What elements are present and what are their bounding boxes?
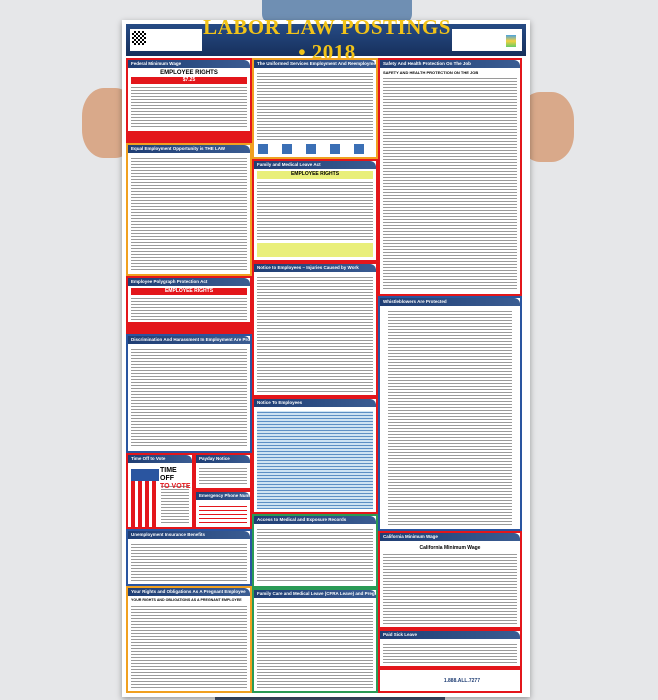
ballot-box-icon bbox=[131, 469, 159, 527]
headline: EMPLOYEE RIGHTS bbox=[160, 70, 218, 76]
panel-medical-records: Access to Medical and Exposure Records bbox=[252, 514, 378, 588]
panel-fmla: Family and Medical Leave Act EMPLOYEE RI… bbox=[252, 159, 378, 262]
panel-emergency: Emergency Phone Numbers bbox=[194, 490, 252, 529]
panel-title: Federal Minimum Wage bbox=[128, 60, 250, 68]
panel-eeo: Equal Employment Opportunity is THE LAW bbox=[126, 143, 252, 276]
poster-title: LABOR LAW POSTINGS • 2018 bbox=[203, 15, 451, 64]
panel-injuries: Notice to Employees – Injuries Caused by… bbox=[252, 262, 378, 397]
labor-law-poster: LABOR LAW POSTINGS • 2018 Federal Minimu… bbox=[122, 15, 530, 697]
panel-title: Your Rights and Obligations As A Pregnan… bbox=[128, 588, 250, 596]
panel-title: Discrimination And Harassment In Employm… bbox=[128, 336, 250, 344]
qr-code bbox=[130, 29, 202, 51]
panel-userra: The Uniformed Services Employment And Re… bbox=[252, 58, 378, 159]
poster-footer: 1.888.ALL.7277 bbox=[378, 668, 522, 693]
poster-header: LABOR LAW POSTINGS • 2018 bbox=[126, 15, 526, 64]
headline: EMPLOYEE RIGHTS bbox=[131, 288, 247, 295]
agency-logos bbox=[258, 144, 372, 154]
panel-title: Equal Employment Opportunity is THE LAW bbox=[128, 145, 250, 153]
panel-unemployment: Unemployment Insurance Benefits bbox=[126, 529, 252, 586]
panel-ca-min-wage: California Minimum Wage California Minim… bbox=[378, 531, 522, 629]
panel-title: Whistleblowers Are Protected bbox=[380, 298, 520, 306]
footer-phone: 1.888.ALL.7277 bbox=[443, 677, 480, 684]
fmla-footer bbox=[257, 243, 373, 257]
panel-title: Emergency Phone Numbers bbox=[196, 492, 250, 500]
panel-federal-min-wage: Federal Minimum Wage EMPLOYEE RIGHTS $7.… bbox=[126, 58, 252, 143]
panel-title: Paid Sick Leave bbox=[380, 631, 520, 639]
panel-title: Time Off to Vote bbox=[128, 455, 192, 463]
headline: SAFETY AND HEALTH PROTECTION ON THE JOB bbox=[383, 70, 479, 75]
panel-title: Family Care and Medical Leave (CFRA Leav… bbox=[254, 590, 376, 598]
panel-paid-sick: Paid Sick Leave bbox=[378, 629, 522, 668]
panel-title: The Uniformed Services Employment And Re… bbox=[254, 60, 376, 68]
panel-title: Employee Polygraph Protection Act bbox=[128, 278, 250, 286]
panel-time-off-vote: Time Off to Vote TIME OFF TO VOTE bbox=[126, 453, 194, 529]
panel-payday: Payday Notice bbox=[194, 453, 252, 490]
wage-amount: $7.25 bbox=[131, 77, 247, 84]
panel-title: Notice To Employees bbox=[254, 399, 376, 407]
panel-title: Family and Medical Leave Act bbox=[254, 161, 376, 169]
panel-cfra: Family Care and Medical Leave (CFRA Leav… bbox=[252, 588, 378, 693]
headline: California Minimum Wage bbox=[419, 545, 481, 551]
footer-strip bbox=[128, 131, 250, 141]
panel-title: Safety And Health Protection On The Job bbox=[380, 60, 520, 68]
vote-line2: TO VOTE bbox=[160, 483, 191, 490]
headline: EMPLOYEE RIGHTS bbox=[257, 171, 373, 179]
panel-title: Notice to Employees – Injuries Caused by… bbox=[254, 264, 376, 272]
panel-notice: Notice To Employees bbox=[252, 397, 378, 514]
vote-line1: TIME OFF bbox=[160, 467, 177, 482]
panel-whistleblowers: Whistleblowers Are Protected bbox=[378, 296, 522, 531]
panel-polygraph: Employee Polygraph Protection Act EMPLOY… bbox=[126, 276, 252, 334]
panel-title: Unemployment Insurance Benefits bbox=[128, 531, 250, 539]
panel-title: Payday Notice bbox=[196, 455, 250, 463]
panel-title: California Minimum Wage bbox=[380, 533, 520, 541]
update-badge bbox=[452, 29, 522, 51]
panel-safety: Safety And Health Protection On The Job … bbox=[378, 58, 522, 296]
panel-discrimination: Discrimination And Harassment In Employm… bbox=[126, 334, 252, 453]
headline: YOUR RIGHTS AND OBLIGATIONS AS A PREGNAN… bbox=[131, 598, 242, 602]
panel-pregnant: Your Rights and Obligations As A Pregnan… bbox=[126, 586, 252, 693]
panel-title: Access to Medical and Exposure Records bbox=[254, 516, 376, 524]
